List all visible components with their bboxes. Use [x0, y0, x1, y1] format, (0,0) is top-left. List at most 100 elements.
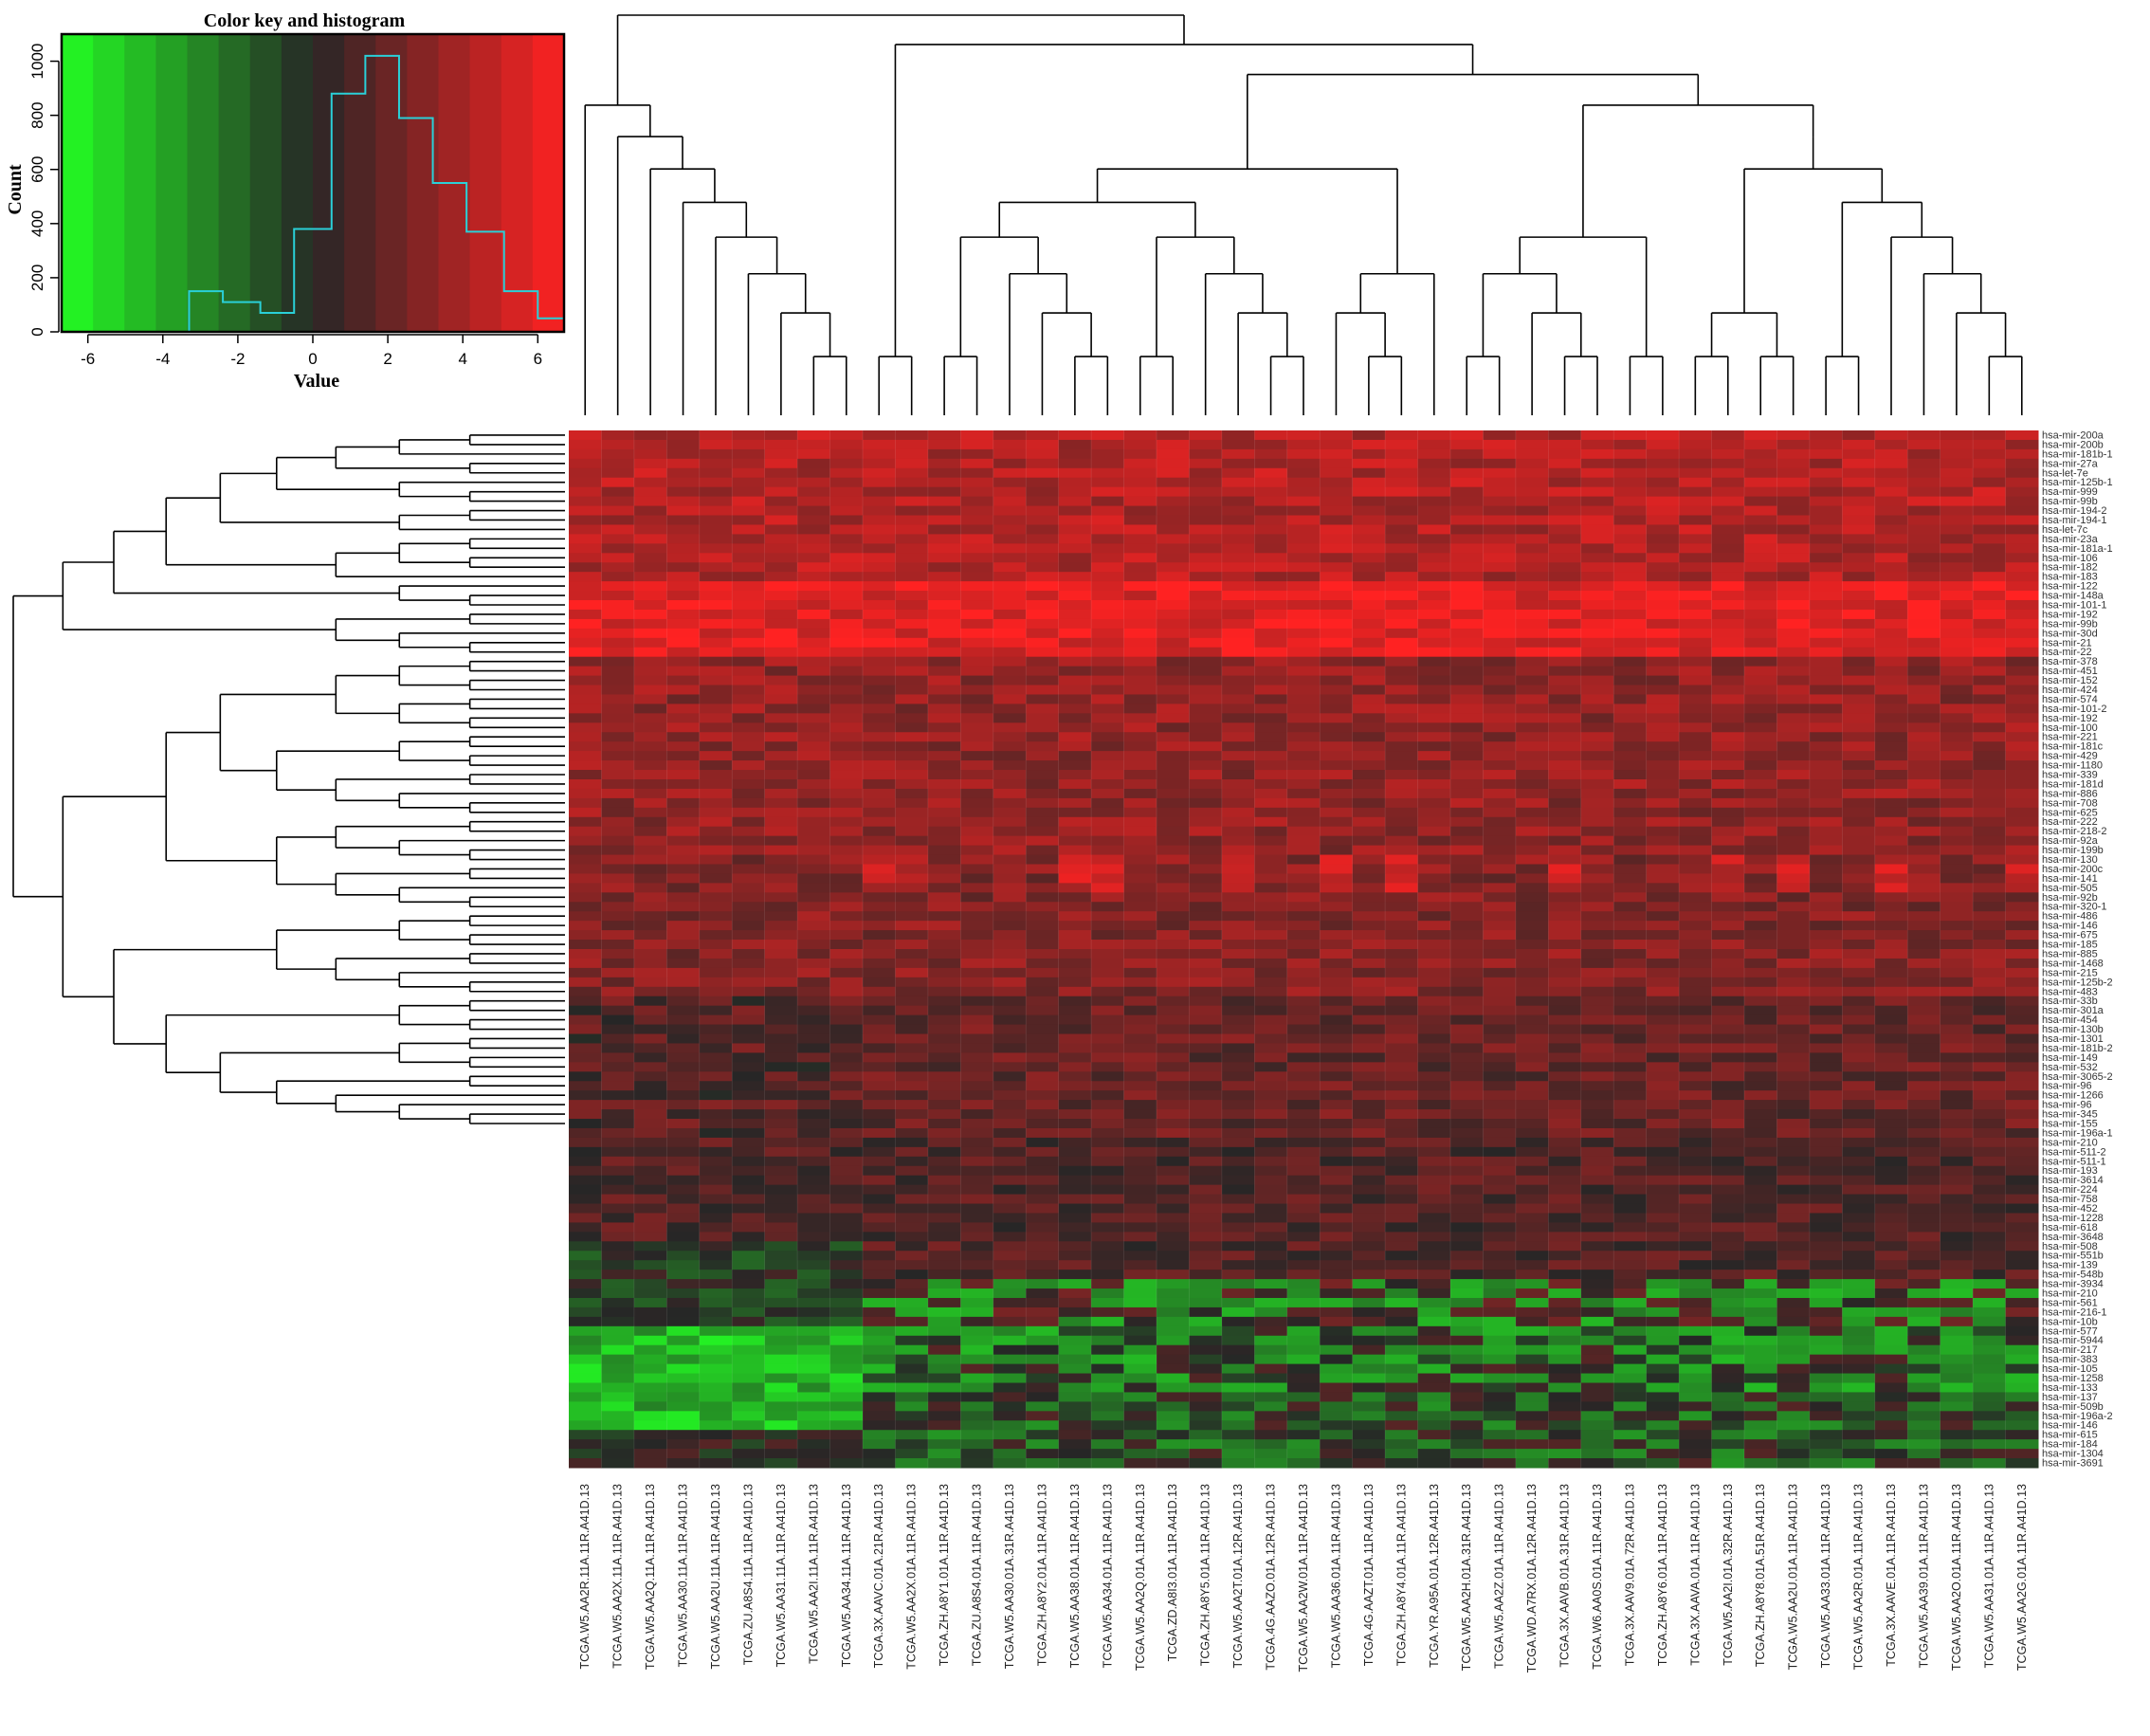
heatmap-cell — [1157, 1194, 1190, 1205]
heatmap-cell — [797, 1382, 831, 1393]
heatmap-cell — [1026, 458, 1060, 469]
heatmap-cell — [699, 958, 733, 969]
heatmap-cell — [666, 1222, 701, 1233]
heatmap-cell — [1744, 1165, 1777, 1177]
heatmap-cell — [1091, 940, 1125, 950]
heatmap-cell — [2005, 797, 2039, 809]
heatmap-cell — [732, 505, 766, 517]
heatmap-cell — [895, 902, 929, 912]
heatmap-cell — [1613, 628, 1648, 639]
heatmap-cell — [1450, 1222, 1484, 1233]
heatmap-cell — [1091, 816, 1125, 828]
heatmap-cell — [666, 515, 701, 525]
heatmap-cell — [1646, 448, 1680, 460]
heatmap-cell — [1254, 430, 1288, 441]
heatmap-cell — [927, 515, 961, 525]
heatmap-cell — [1940, 1014, 1974, 1026]
heatmap-cell — [960, 996, 994, 1007]
heatmap-cell — [1842, 496, 1876, 507]
heatmap-cell — [569, 1411, 602, 1421]
heatmap-cell — [1580, 854, 1614, 865]
heatmap-cell — [1842, 1251, 1876, 1261]
heatmap-cell — [1385, 1043, 1419, 1053]
heatmap-cell — [1776, 562, 1811, 573]
heatmap-cell — [1973, 778, 2007, 790]
heatmap-cell — [1809, 770, 1843, 780]
heatmap-cell — [666, 911, 701, 922]
heatmap-cell — [1907, 1090, 1941, 1101]
heatmap-cell — [1417, 778, 1451, 790]
heatmap-cell — [1744, 1373, 1777, 1383]
heatmap-cell — [1091, 1194, 1125, 1205]
heatmap-cell — [1417, 1175, 1451, 1186]
heatmap-cell — [1385, 505, 1419, 517]
heatmap-cell — [732, 1052, 766, 1063]
heatmap-cell — [1254, 996, 1288, 1007]
heatmap-cell — [1776, 1401, 1811, 1412]
heatmap-cell — [1580, 788, 1614, 799]
heatmap-cell — [1189, 807, 1223, 818]
heatmap-cell — [569, 675, 602, 686]
heatmap-cell — [1417, 1270, 1451, 1280]
heatmap-cell — [666, 1127, 701, 1139]
heatmap-cell — [1352, 1005, 1386, 1016]
heatmap-cell — [927, 1156, 961, 1167]
heatmap-cell — [1320, 562, 1354, 573]
heatmap-cell — [1776, 1344, 1811, 1356]
heatmap-cell — [993, 572, 1027, 582]
heatmap-cell — [895, 864, 929, 874]
heatmap-cell — [1286, 722, 1321, 733]
heatmap-cell — [1548, 1024, 1582, 1035]
heatmap-cell — [1973, 1279, 2007, 1289]
heatmap-cell — [1254, 458, 1288, 469]
heatmap-cell — [1483, 637, 1517, 649]
heatmap-cell — [1058, 986, 1092, 997]
heatmap-cell — [1548, 778, 1582, 790]
heatmap-cell — [1123, 628, 1157, 639]
heatmap-cell — [927, 807, 961, 818]
heatmap-cell — [1842, 1071, 1876, 1082]
heatmap-cell — [1940, 930, 1974, 941]
heatmap-cell — [764, 1119, 798, 1129]
heatmap-cell — [1973, 911, 2007, 922]
heatmap-cell — [1842, 1354, 1876, 1365]
heatmap-cell — [569, 637, 602, 649]
heatmap-cell — [1352, 1203, 1386, 1214]
heatmap-cell — [569, 1270, 602, 1280]
heatmap-cell — [1286, 534, 1321, 544]
heatmap-cell — [1515, 967, 1549, 978]
heatmap-cell — [666, 958, 701, 969]
heatmap-cell — [1613, 892, 1648, 903]
heatmap-cell — [1613, 1014, 1648, 1026]
heatmap-cell — [1417, 1260, 1451, 1270]
heatmap-cell — [1417, 854, 1451, 865]
heatmap-cell — [1450, 816, 1484, 828]
heatmap-cell — [569, 685, 602, 695]
heatmap-cell — [993, 1052, 1027, 1063]
heatmap-cell — [895, 1411, 929, 1421]
heatmap-cell — [1907, 581, 1941, 592]
heatmap-cell — [1744, 704, 1777, 714]
heatmap-cell — [1320, 996, 1354, 1007]
heatmap-cell — [1189, 940, 1223, 950]
heatmap-cell — [1646, 467, 1680, 479]
heatmap-cell — [1385, 1335, 1419, 1346]
heatmap-cell — [1580, 694, 1614, 704]
heatmap-cell — [1058, 647, 1092, 658]
heatmap-cell — [1157, 515, 1190, 525]
heatmap-cell — [1744, 656, 1777, 667]
heatmap-cell — [764, 1127, 798, 1139]
heatmap-cell — [1286, 732, 1321, 742]
color-key-x-tick: 4 — [458, 350, 466, 368]
heatmap-cell — [1417, 685, 1451, 695]
heatmap-cell — [1809, 845, 1843, 856]
heatmap-cell — [1221, 1156, 1255, 1167]
heatmap-cell — [1842, 666, 1876, 677]
heatmap-cell — [1320, 883, 1354, 893]
heatmap-cell — [1385, 1401, 1419, 1412]
heatmap-cell — [1450, 609, 1484, 620]
heatmap-cell — [764, 562, 798, 573]
heatmap-cell — [633, 562, 667, 573]
heatmap-cell — [1254, 1052, 1288, 1063]
heatmap-cell — [895, 1373, 929, 1383]
